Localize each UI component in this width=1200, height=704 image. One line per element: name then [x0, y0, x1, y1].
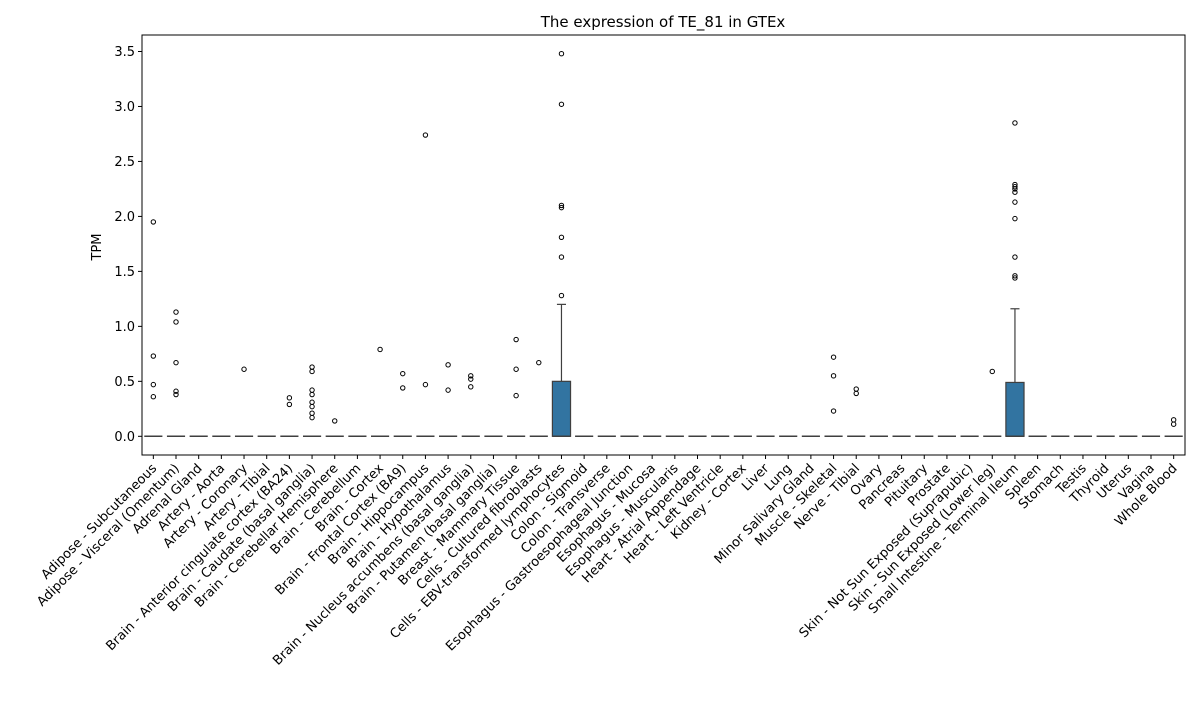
outlier-point — [853, 386, 859, 392]
outlier-point — [558, 101, 565, 107]
outlier-point — [830, 408, 837, 414]
outlier-point — [468, 384, 474, 390]
outlier-point — [150, 219, 157, 225]
outlier-point — [513, 366, 519, 372]
outlier-point — [173, 359, 179, 366]
outlier-point — [241, 366, 247, 372]
outlier-point — [150, 381, 157, 388]
y-tick-label: 0.5 — [114, 375, 135, 390]
outlier-point — [309, 364, 315, 370]
outlier-point — [1012, 215, 1018, 222]
outlier-point — [286, 401, 293, 408]
outlier-point — [309, 368, 315, 375]
y-tick-label: 2.5 — [114, 155, 135, 170]
outlier-point — [332, 418, 338, 424]
outlier-point — [558, 204, 565, 211]
outlier-point — [309, 410, 315, 416]
outlier-point — [173, 388, 179, 394]
outlier-point — [1012, 199, 1018, 205]
outlier-point — [1012, 275, 1018, 281]
y-tick-label: 1.5 — [114, 265, 135, 280]
outlier-point — [468, 373, 474, 379]
outlier-point — [309, 387, 315, 393]
chart-title: The expression of TE_81 in GTEx — [540, 13, 786, 32]
outlier-point — [309, 403, 315, 410]
outlier-point — [309, 399, 315, 405]
outlier-point — [830, 373, 837, 379]
outlier-point — [422, 132, 429, 138]
outlier-point — [150, 353, 157, 359]
y-tick-label: 1.0 — [114, 320, 135, 335]
outlier-point — [309, 414, 315, 421]
outlier-point — [536, 359, 542, 366]
y-tick-label: 2.0 — [114, 210, 135, 225]
outlier-point — [1012, 254, 1018, 260]
outlier-point — [377, 346, 383, 353]
y-tick-label: 3.5 — [114, 45, 135, 60]
outlier-point — [558, 292, 565, 299]
outlier-point — [286, 395, 293, 401]
outlier-point — [173, 309, 179, 315]
outlier-point — [558, 254, 565, 260]
box-iqr — [1005, 381, 1025, 437]
outlier-point — [1012, 120, 1018, 126]
y-tick-label: 0.0 — [114, 430, 135, 445]
y-axis-label: TPM — [90, 234, 105, 262]
outlier-point — [173, 319, 179, 325]
outlier-point — [830, 354, 837, 360]
outlier-point — [445, 362, 451, 368]
outlier-point — [1012, 189, 1018, 195]
outlier-point — [853, 390, 859, 397]
outlier-point — [400, 385, 406, 391]
outlier-point — [1012, 186, 1018, 192]
outlier-point — [513, 336, 519, 343]
y-tick-label: 3.0 — [114, 100, 135, 115]
outlier-point — [445, 387, 451, 393]
outlier-point — [558, 50, 565, 57]
plot-frame — [141, 34, 1186, 456]
outlier-point — [173, 391, 179, 398]
outlier-point — [1012, 184, 1018, 190]
outlier-point — [558, 234, 565, 241]
outlier-point — [513, 392, 519, 399]
outlier-point — [150, 394, 157, 400]
outlier-point — [558, 202, 565, 209]
outlier-point — [1170, 421, 1177, 427]
outlier-point — [309, 391, 315, 398]
box-iqr — [551, 380, 572, 437]
outlier-point — [400, 370, 406, 377]
outlier-point — [468, 376, 474, 382]
outlier-point — [422, 381, 429, 388]
outlier-point — [1012, 273, 1018, 279]
outlier-point — [989, 368, 995, 375]
outlier-point — [1170, 417, 1177, 423]
